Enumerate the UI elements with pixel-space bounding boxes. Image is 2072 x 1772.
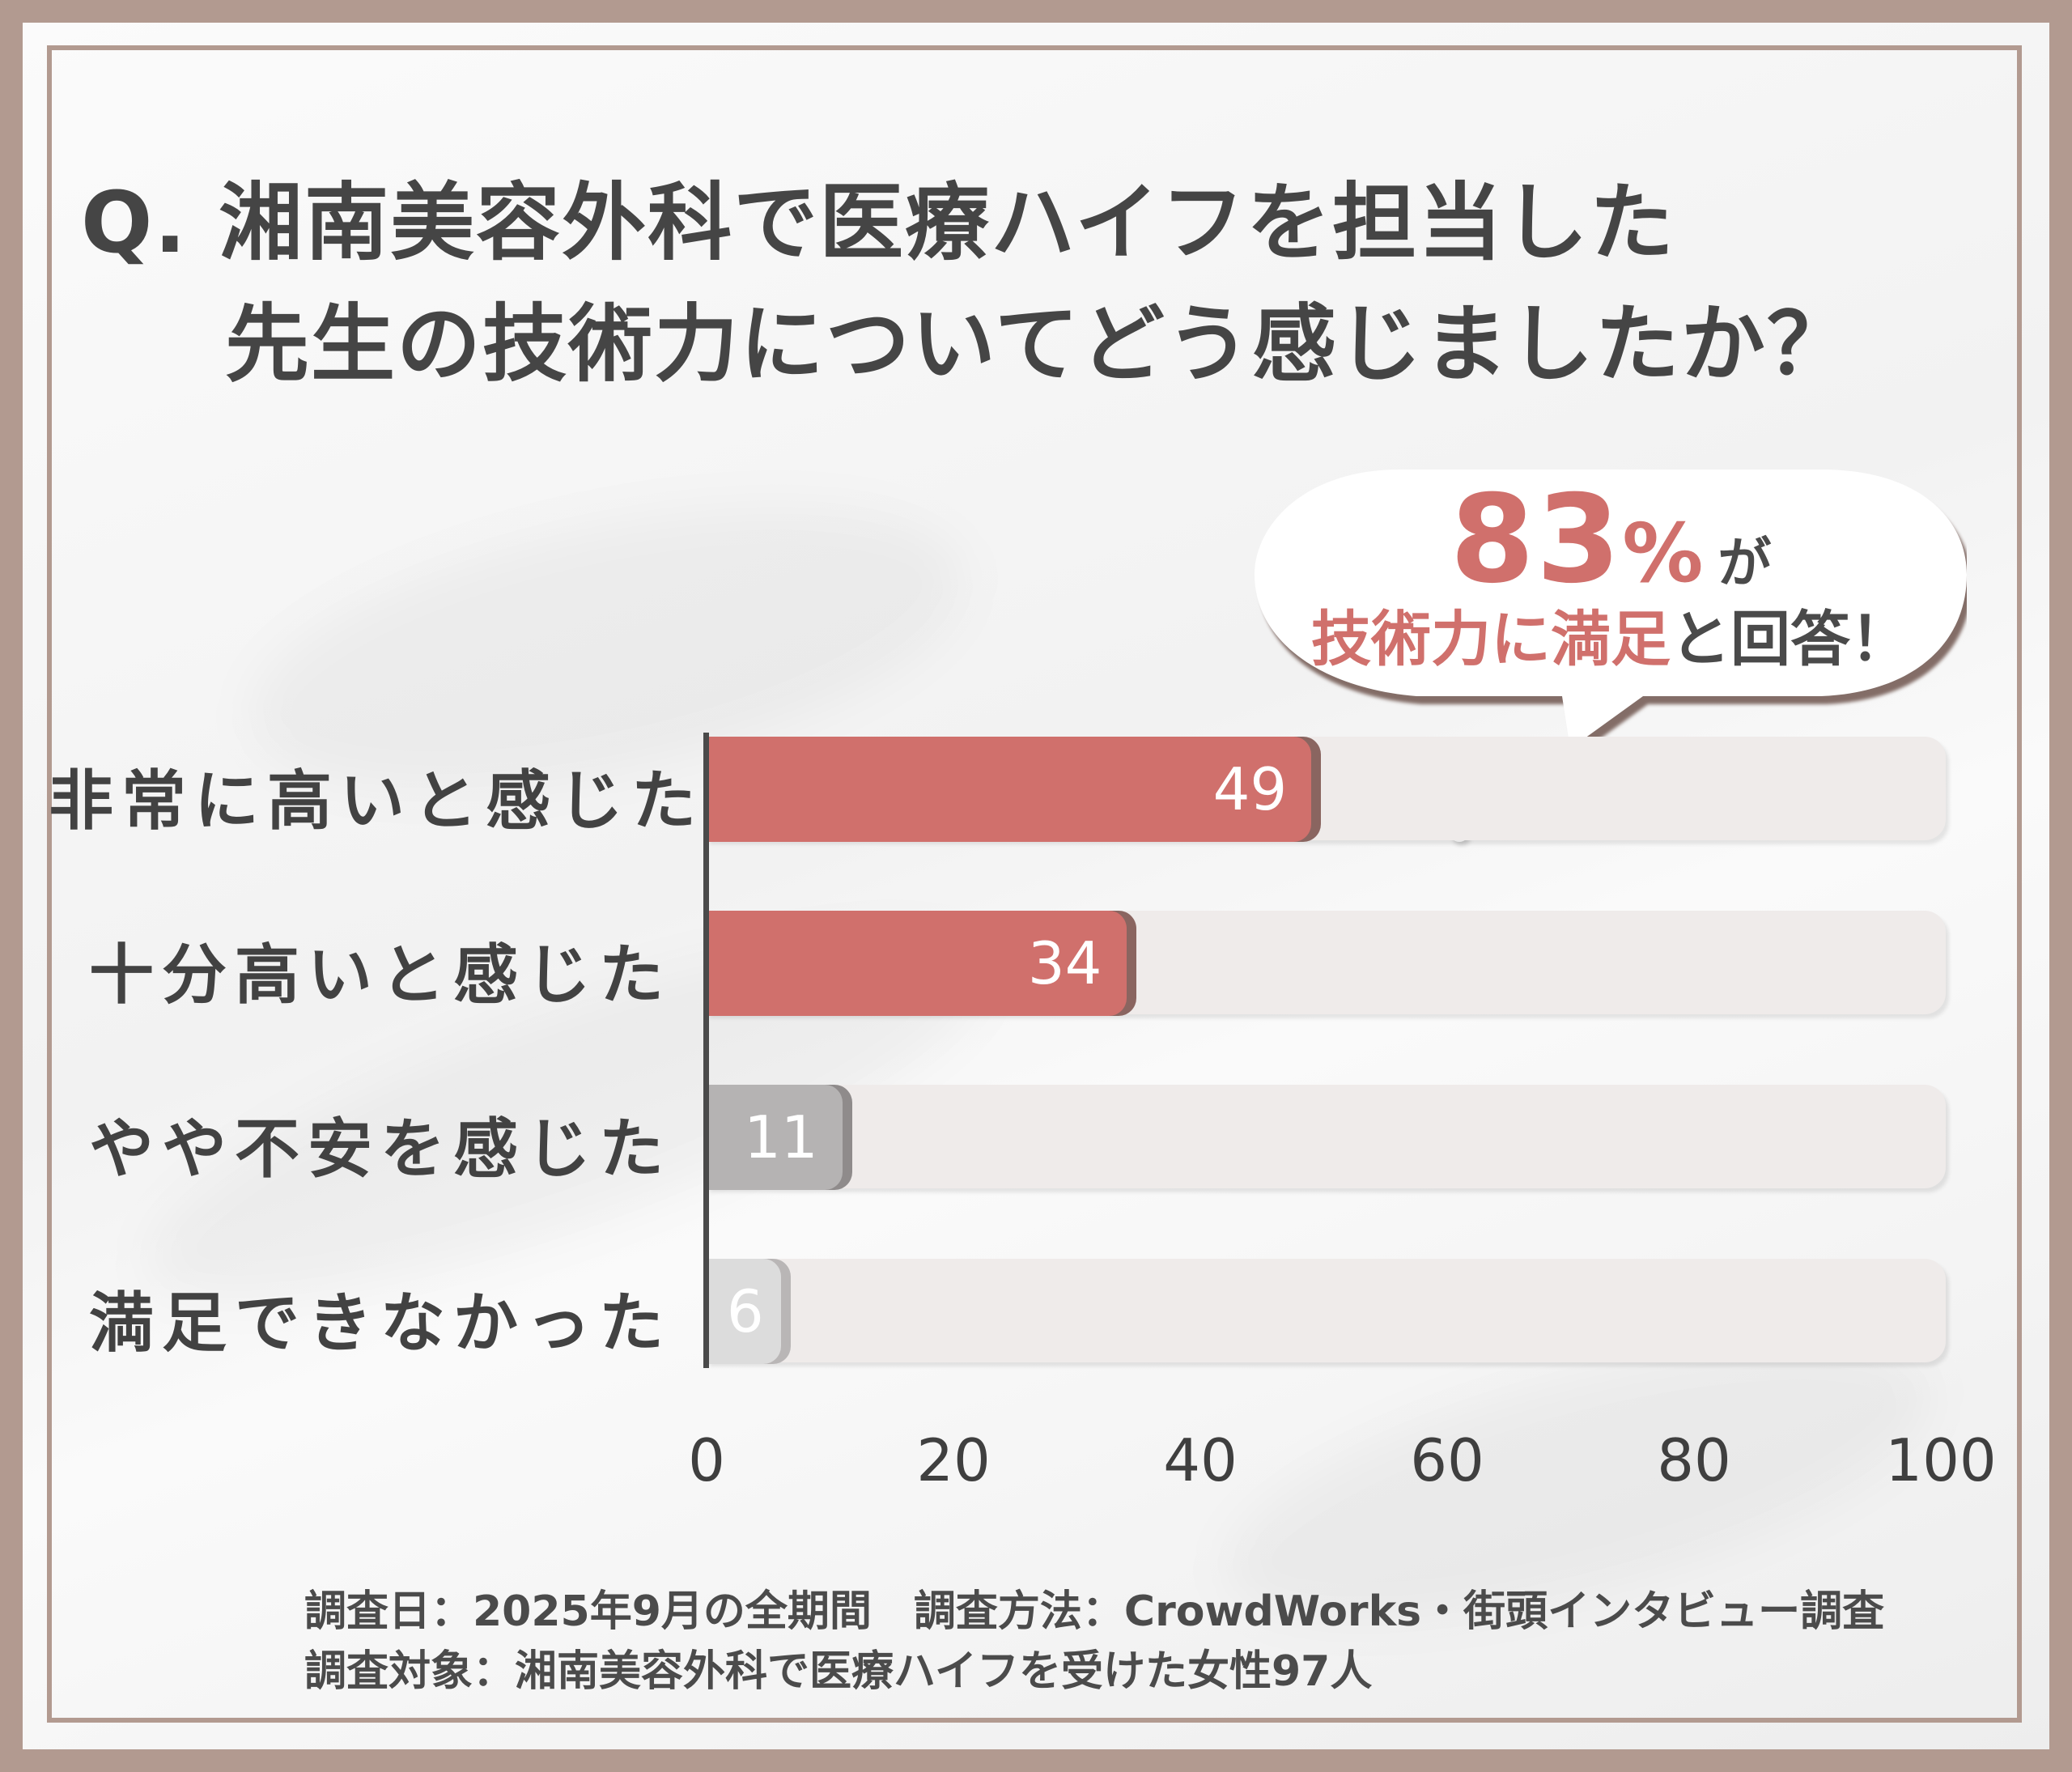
bar-value-label: 6 [726, 1277, 764, 1345]
category-label: やや不安を感じた [89, 1111, 672, 1187]
x-tick-label: 40 [1163, 1426, 1238, 1494]
x-tick-label: 20 [916, 1426, 991, 1494]
speech-bubble: 83% が 技術力に満足と回答！ [1255, 453, 1967, 749]
x-tick-label: 80 [1657, 1426, 1731, 1494]
chart-title: Q. 湘南美容外科で医療ハイフを担当した 先生の技術力についてどう感じましたか？ [81, 162, 1853, 405]
bar-track [707, 1085, 1946, 1188]
x-tick-label: 0 [688, 1426, 725, 1494]
survey-footnote-2: 調査対象：湘南美容外科で医療ハイフを受けた女性97人 [304, 1647, 1373, 1696]
bar [707, 737, 1312, 842]
callout-rest-text: と回答！ [1671, 605, 1910, 674]
category-label: 満足できなかった [89, 1285, 672, 1361]
callout-accent-text: 技術力に満足 [1311, 605, 1671, 674]
title-line-2: 先生の技術力についてどう感じましたか？ [225, 295, 1853, 393]
bar-value-label: 11 [744, 1103, 818, 1171]
survey-footnote-1: 調査日：2025年9月の全期間 調査方法：CrowdWorks・街頭インタビュー… [304, 1587, 1885, 1636]
x-tick-label: 100 [1885, 1426, 1997, 1494]
callout-number: 83 [1450, 470, 1623, 610]
callout-headline: 83% が [1255, 470, 1967, 610]
bar-value-label: 34 [1027, 929, 1102, 997]
callout-subline: 技術力に満足と回答！ [1255, 591, 1967, 678]
bar [707, 1085, 843, 1190]
bar [707, 1259, 781, 1364]
bar [707, 911, 1127, 1016]
y-axis-line [703, 733, 709, 1368]
category-label: 非常に高いと感じた [49, 763, 704, 839]
category-label: 十分高いと感じた [89, 937, 672, 1013]
title-line-1: Q. 湘南美容外科で医療ハイフを担当した [81, 173, 1676, 272]
speech-bubble-shape [1255, 470, 1967, 749]
bar-track [707, 1259, 1946, 1362]
bar-value-label: 49 [1212, 755, 1288, 823]
callout-suffix: が [1717, 532, 1772, 594]
callout-percent: % [1622, 506, 1704, 601]
chart-panel [23, 23, 2049, 1749]
x-tick-label: 60 [1410, 1426, 1484, 1494]
